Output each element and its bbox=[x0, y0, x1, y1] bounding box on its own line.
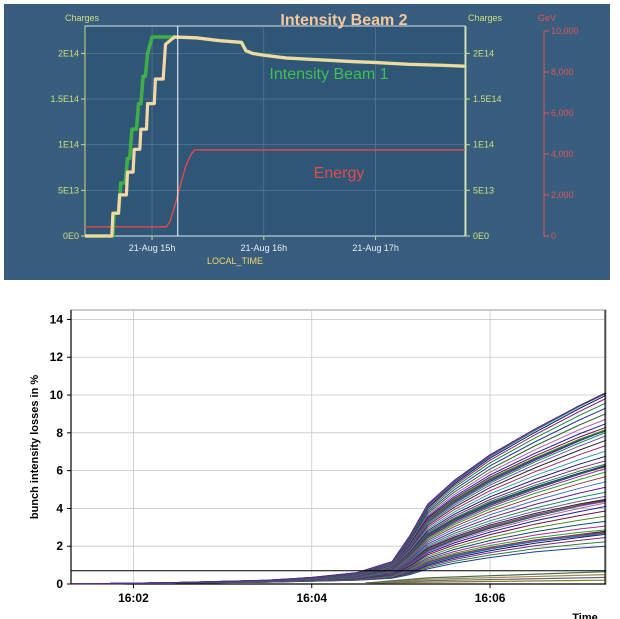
top-left-tick-label: 0E0 bbox=[63, 231, 79, 241]
top-left-tick-label: 5E13 bbox=[58, 185, 79, 195]
top-right-inner-tick-label: 2E14 bbox=[473, 48, 494, 58]
energy-label: Energy bbox=[314, 165, 365, 182]
bunch-loss-flat-line bbox=[365, 571, 607, 584]
top-right-outer-axis-label: GeV bbox=[538, 13, 556, 23]
beam2-line bbox=[85, 35, 466, 238]
top-right-inner-tick-label: 1E14 bbox=[473, 140, 494, 150]
top-x-axis-label: LOCAL_TIME bbox=[207, 256, 263, 266]
bunch-loss-line bbox=[70, 392, 607, 585]
beam-intensity-energy-chart: Charges Charges GeV0E05E131E141.5E142E140E… bbox=[50, 12, 579, 266]
top-left-tick-label: 1.5E14 bbox=[50, 94, 79, 104]
top-right-outer-tick-label: 0 bbox=[551, 231, 556, 241]
bottom-y-axis-label: bunch intensity losses in % bbox=[29, 375, 41, 519]
top-right-outer-tick-label: 8,000 bbox=[551, 67, 574, 77]
energy-line bbox=[85, 149, 465, 228]
bunch-lines-group bbox=[70, 392, 607, 585]
top-right-inner-tick-label: 5E13 bbox=[473, 185, 494, 195]
bottom-y-tick-label: 8 bbox=[56, 426, 63, 440]
bottom-x-tick-label: 16:02 bbox=[118, 591, 149, 605]
top-left-tick-label: 1E14 bbox=[58, 140, 79, 150]
bunch-losses-chart: 0 2 4 6 8 10 12 14 16:02 16:04 16:06 bunch intensit… bbox=[29, 309, 607, 619]
beam2-label: Intensity Beam 2 bbox=[280, 12, 407, 29]
top-chart-panel: Charges Charges GeV 0E0 5E13 1E14 1.5E14 2E14 0E… bbox=[4, 4, 610, 280]
bottom-y-tick-label: 6 bbox=[56, 464, 63, 478]
bottom-y-tick-label: 12 bbox=[50, 350, 64, 364]
top-x-tick-label: 21-Aug 16h bbox=[241, 243, 288, 253]
bottom-y-tick-label: 0 bbox=[56, 577, 63, 591]
top-left-axis-label: Charges bbox=[65, 13, 100, 23]
top-x-tick-label: 21-Aug 15h bbox=[129, 243, 176, 253]
top-right-inner-axis-label: Charges bbox=[468, 13, 503, 23]
beam1-label: Intensity Beam 1 bbox=[269, 66, 388, 83]
top-right-inner-tick-label: 0E0 bbox=[473, 231, 489, 241]
bottom-x-tick-label: 16:04 bbox=[296, 591, 327, 605]
top-x-tick-label: 21-Aug 17h bbox=[352, 243, 399, 253]
top-right-outer-tick-label: 2,000 bbox=[551, 190, 574, 200]
bottom-y-tick-label: 14 bbox=[50, 312, 64, 326]
bottom-x-tick-label: 16:06 bbox=[475, 591, 506, 605]
bottom-chart-panel: 0 2 4 6 8 10 12 14 16:02 16:04 16:06 bunch intensit… bbox=[0, 290, 620, 619]
bottom-y-tick-label: 2 bbox=[56, 539, 63, 553]
top-right-outer-tick-label: 10,000 bbox=[551, 26, 579, 36]
top-right-outer-tick-label: 4,000 bbox=[551, 149, 574, 159]
bottom-y-tick-label: 10 bbox=[50, 388, 64, 402]
bottom-y-tick-label: 4 bbox=[56, 501, 63, 515]
bottom-x-axis-label: Time bbox=[572, 612, 597, 619]
top-right-inner-tick-label: 1.5E14 bbox=[473, 94, 502, 104]
top-left-tick-label: 2E14 bbox=[58, 48, 79, 58]
top-right-outer-tick-label: 6,000 bbox=[551, 108, 574, 118]
